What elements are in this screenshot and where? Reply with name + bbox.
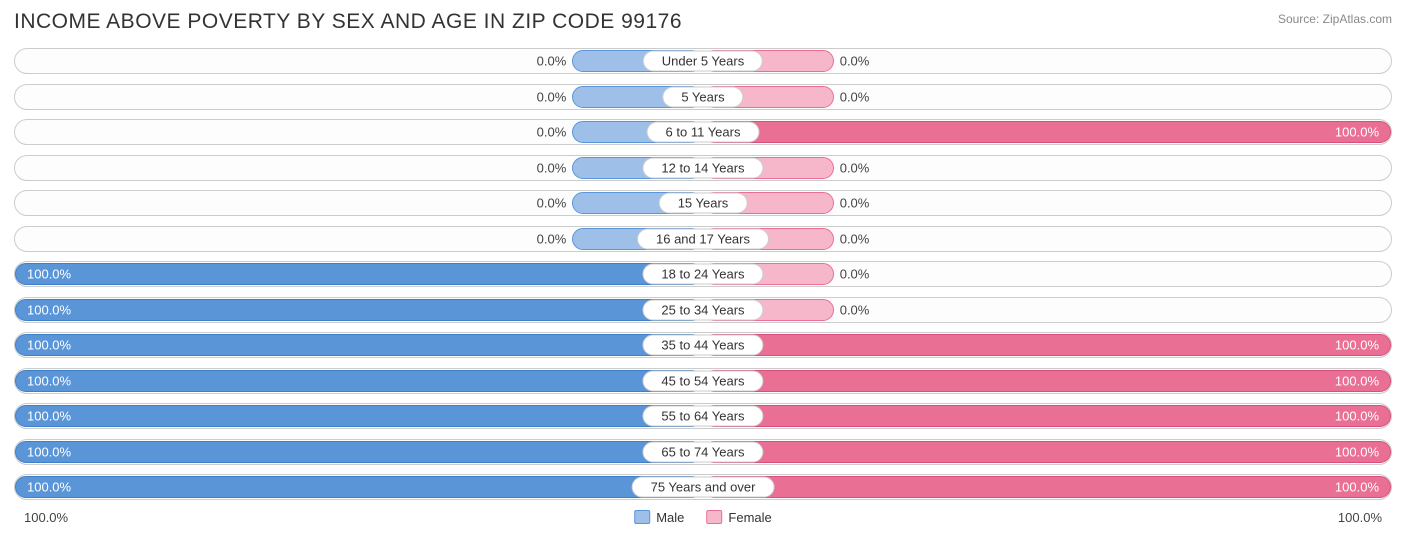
value-female: 0.0% <box>840 89 870 104</box>
chart-row: 0.0% 0.0% 15 Years <box>14 190 1392 216</box>
value-female: 100.0% <box>1335 125 1379 140</box>
value-male: 0.0% <box>537 89 567 104</box>
category-label: 35 to 44 Years <box>642 335 763 356</box>
category-label: 5 Years <box>662 86 743 107</box>
value-male: 0.0% <box>537 196 567 211</box>
value-female: 0.0% <box>840 160 870 175</box>
category-label: 75 Years and over <box>632 477 775 498</box>
value-male: 100.0% <box>27 409 71 424</box>
value-male: 100.0% <box>27 302 71 317</box>
bar-female <box>703 370 1391 392</box>
chart-source: Source: ZipAtlas.com <box>1278 12 1392 26</box>
bar-male <box>15 370 703 392</box>
chart-row: 100.0% 100.0% 75 Years and over <box>14 474 1392 500</box>
value-male: 0.0% <box>537 54 567 69</box>
value-male: 100.0% <box>27 444 71 459</box>
category-label: 25 to 34 Years <box>642 299 763 320</box>
chart-row: 100.0% 100.0% 65 to 74 Years <box>14 439 1392 465</box>
legend-female: Female <box>706 510 771 525</box>
chart-row: 0.0% 0.0% 5 Years <box>14 84 1392 110</box>
chart-row: 100.0% 100.0% 35 to 44 Years <box>14 332 1392 358</box>
bar-female <box>703 441 1391 463</box>
bar-male <box>15 405 703 427</box>
bar-female <box>703 476 1391 498</box>
legend-male-swatch <box>634 510 650 524</box>
value-female: 100.0% <box>1335 480 1379 495</box>
value-male: 100.0% <box>27 267 71 282</box>
value-male: 0.0% <box>537 160 567 175</box>
value-female: 0.0% <box>840 54 870 69</box>
chart-row: 0.0% 0.0% 12 to 14 Years <box>14 155 1392 181</box>
category-label: 45 to 54 Years <box>642 370 763 391</box>
value-female: 100.0% <box>1335 409 1379 424</box>
value-female: 100.0% <box>1335 373 1379 388</box>
bar-male <box>15 441 703 463</box>
category-label: 6 to 11 Years <box>647 122 760 143</box>
bar-female <box>703 121 1391 143</box>
value-female: 0.0% <box>840 267 870 282</box>
category-label: 65 to 74 Years <box>642 441 763 462</box>
bar-female <box>703 405 1391 427</box>
chart-axis: 100.0% Male Female 100.0% <box>14 510 1392 528</box>
value-female: 0.0% <box>840 302 870 317</box>
chart-title: INCOME ABOVE POVERTY BY SEX AND AGE IN Z… <box>14 10 682 34</box>
category-label: Under 5 Years <box>643 51 763 72</box>
legend-female-label: Female <box>728 510 771 525</box>
chart-header: INCOME ABOVE POVERTY BY SEX AND AGE IN Z… <box>14 10 1392 34</box>
value-male: 100.0% <box>27 373 71 388</box>
category-label: 12 to 14 Years <box>642 157 763 178</box>
category-label: 55 to 64 Years <box>642 406 763 427</box>
bar-male <box>15 476 703 498</box>
chart-row: 100.0% 0.0% 25 to 34 Years <box>14 297 1392 323</box>
chart-row: 0.0% 0.0% Under 5 Years <box>14 48 1392 74</box>
legend-male-label: Male <box>656 510 684 525</box>
chart-row: 100.0% 0.0% 18 to 24 Years <box>14 261 1392 287</box>
value-male: 0.0% <box>537 231 567 246</box>
value-female: 0.0% <box>840 231 870 246</box>
legend-female-swatch <box>706 510 722 524</box>
bar-male <box>15 263 703 285</box>
axis-right-label: 100.0% <box>1338 510 1382 525</box>
value-female: 100.0% <box>1335 338 1379 353</box>
value-male: 0.0% <box>537 125 567 140</box>
value-female: 100.0% <box>1335 444 1379 459</box>
bar-male <box>15 334 703 356</box>
chart-row: 100.0% 100.0% 45 to 54 Years <box>14 368 1392 394</box>
category-label: 16 and 17 Years <box>637 228 769 249</box>
category-label: 18 to 24 Years <box>642 264 763 285</box>
chart-row: 100.0% 100.0% 55 to 64 Years <box>14 403 1392 429</box>
bar-male <box>15 299 703 321</box>
bar-female <box>703 334 1391 356</box>
value-male: 100.0% <box>27 480 71 495</box>
value-male: 100.0% <box>27 338 71 353</box>
chart-row: 0.0% 100.0% 6 to 11 Years <box>14 119 1392 145</box>
legend-male: Male <box>634 510 684 525</box>
value-female: 0.0% <box>840 196 870 211</box>
category-label: 15 Years <box>659 193 748 214</box>
chart-legend: Male Female <box>634 510 772 525</box>
chart-row: 0.0% 0.0% 16 and 17 Years <box>14 226 1392 252</box>
axis-left-label: 100.0% <box>24 510 68 525</box>
chart-area: 0.0%0.0%Under 5 Years0.0%0.0%5 Years0.0%… <box>14 48 1392 500</box>
